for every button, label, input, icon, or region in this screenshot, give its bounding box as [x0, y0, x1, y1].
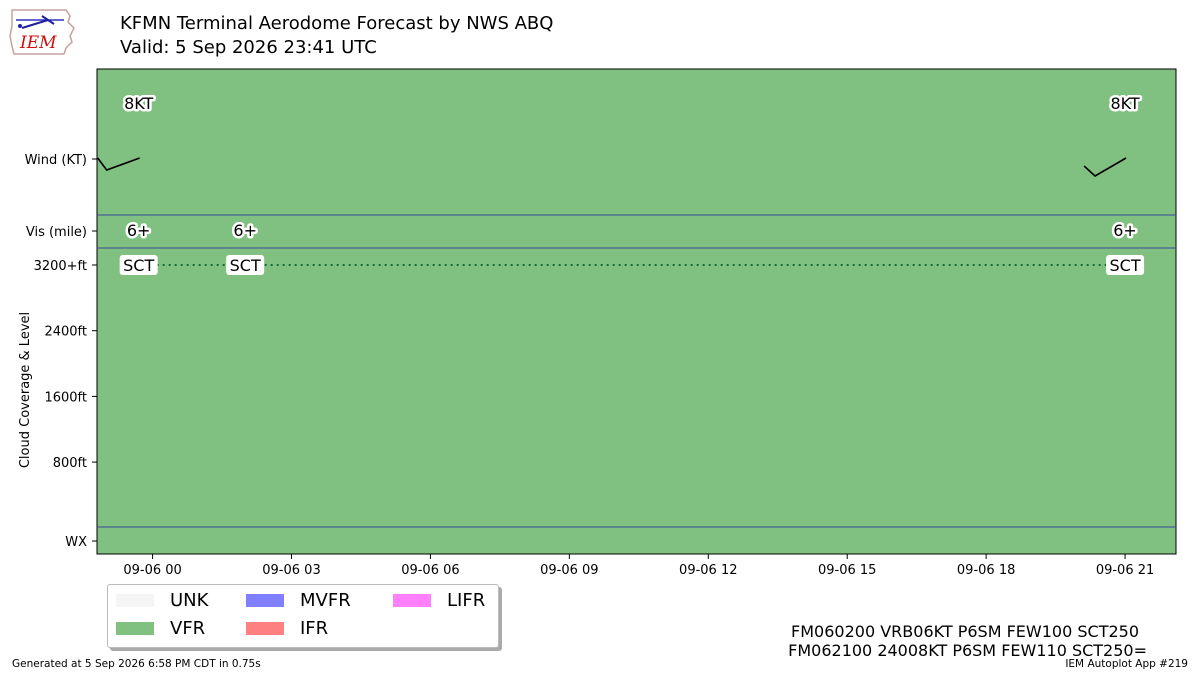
ytick-cloud-2-label: 1600ft [44, 390, 87, 405]
vis-label-0: 6+ [127, 221, 151, 240]
ytick-cloud-1-label: 2400ft [44, 325, 87, 340]
legend-label: UNK [170, 590, 209, 611]
cloud-label-0-box [119, 255, 158, 275]
ytick-cloud-3-label: 800ft [53, 456, 87, 471]
chart-title: KFMN Terminal Aerodome Forecast by NWS A… [120, 13, 554, 34]
wind-barb-0 [97, 157, 140, 171]
xtick-label-1: 09-06 03 [262, 563, 320, 578]
legend: UNK MVFR LIFR VFR IFR [107, 584, 499, 648]
wind-label-1-halo: 8KT [1110, 94, 1139, 113]
legend-swatch [246, 594, 284, 607]
legend-swatch [116, 594, 154, 607]
ytick-wind-label: Wind (KT) [25, 153, 87, 168]
chart-subtitle: Valid: 5 Sep 2026 23:41 UTC [120, 37, 377, 58]
vis-label-0-halo: 6+ [127, 221, 151, 240]
xtick-label-4: 09-06 12 [679, 563, 737, 578]
xtick-label-5: 09-06 15 [818, 563, 876, 578]
legend-label: MVFR [300, 590, 351, 611]
legend-label: VFR [170, 618, 206, 639]
wind-label-0: 8KT [124, 94, 153, 113]
ytick-cloud-0-label: 3200+ft [34, 259, 87, 274]
legend-swatch [393, 594, 431, 607]
wind-barb-1 [1083, 157, 1127, 177]
ytick-wx-label: WX [65, 535, 87, 550]
cloud-label-1-box [226, 255, 265, 275]
taf-line-1: FM060200 VRB06KT P6SM FEW100 SCT250 [791, 622, 1139, 641]
ytick-vis-label: Vis (mile) [26, 225, 87, 240]
xtick-label-6: 09-06 18 [957, 563, 1015, 578]
vis-label-2: 6+ [1113, 221, 1137, 240]
legend-label: IFR [300, 618, 329, 639]
legend-item-lifr: LIFR [393, 590, 485, 611]
iem-logo: IEM [9, 9, 75, 55]
footer-app: IEM Autoplot App #219 [1065, 658, 1188, 670]
cloud-label-0: SCT [123, 256, 154, 275]
legend-swatch [246, 622, 284, 635]
legend-swatch [116, 622, 154, 635]
wind-label-0-halo: 8KT [124, 94, 153, 113]
vis-label-2-halo: 6+ [1113, 221, 1137, 240]
taf-line-2: FM062100 24008KT P6SM FEW110 SCT250= [788, 641, 1147, 660]
wind-label-1: 8KT [1110, 94, 1139, 113]
legend-item-mvfr: MVFR [246, 590, 351, 611]
legend-item-vfr: VFR [116, 618, 205, 639]
iowa-state-outline-icon [9, 9, 75, 55]
logo-text: IEM [19, 33, 57, 53]
xtick-label-3: 09-06 09 [540, 563, 598, 578]
cloud-label-1: SCT [230, 256, 261, 275]
vis-label-1-halo: 6+ [233, 221, 257, 240]
plot-background [96, 68, 1177, 555]
legend-item-unk: UNK [116, 590, 208, 611]
legend-item-ifr: IFR [246, 618, 328, 639]
y-axis-label: Cloud Coverage & Level [18, 312, 33, 468]
vis-label-1: 6+ [233, 221, 257, 240]
xtick-label-0: 09-06 00 [123, 563, 181, 578]
cloud-label-2-box [1106, 255, 1145, 275]
taf-chart: Wind (KT) Vis (mile) WX 3200+ft 2400ft 1600ft… [18, 68, 1177, 578]
xtick-label-7: 09-06 21 [1096, 563, 1154, 578]
cloud-label-2: SCT [1110, 256, 1141, 275]
xtick-label-2: 09-06 06 [401, 563, 459, 578]
footer-generated: Generated at 5 Sep 2026 6:58 PM CDT in 0… [12, 658, 261, 670]
legend-label: LIFR [447, 590, 486, 611]
